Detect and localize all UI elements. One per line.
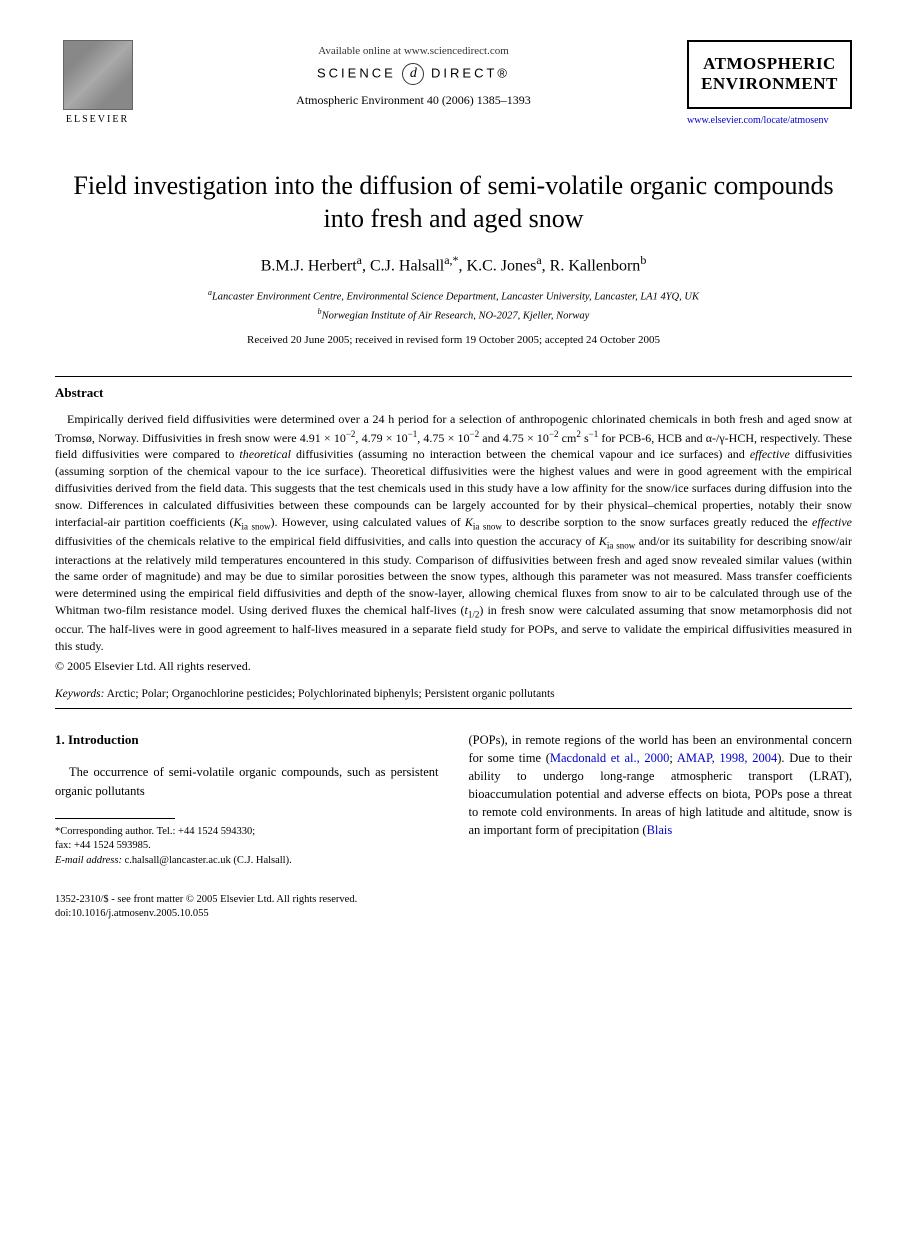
fax: fax: +44 1524 593985. (55, 839, 439, 854)
abstract-heading: Abstract (55, 385, 852, 401)
journal-url[interactable]: www.elsevier.com/locate/atmosenv (687, 115, 852, 126)
journal-reference: Atmospheric Environment 40 (2006) 1385–1… (140, 93, 687, 108)
journal-name-line1: ATMOSPHERIC (697, 54, 842, 74)
intro-paragraph-left: The occurrence of semi-volatile organic … (55, 763, 439, 799)
footer-info: 1352-2310/$ - see front matter © 2005 El… (55, 893, 852, 922)
divider-bottom (55, 708, 852, 709)
keywords: Keywords: Arctic; Polar; Organochlorine … (55, 688, 852, 700)
ref-amap[interactable]: AMAP, 1998, 2004 (677, 751, 777, 765)
copyright: © 2005 Elsevier Ltd. All rights reserved… (55, 659, 852, 674)
journal-name-line2: ENVIRONMENT (697, 74, 842, 94)
keywords-text: Arctic; Polar; Organochlorine pesticides… (107, 688, 555, 700)
ref-blais[interactable]: Blais (647, 823, 673, 837)
footnote-separator (55, 818, 175, 819)
sd-circle-icon: d (402, 63, 424, 85)
affiliation-b: bNorwegian Institute of Air Research, NO… (55, 306, 852, 324)
sd-left: SCIENCE (317, 65, 396, 80)
journal-box: ATMOSPHERIC ENVIRONMENT (687, 40, 852, 109)
center-header: Available online at www.sciencedirect.co… (140, 40, 687, 108)
available-online-text: Available online at www.sciencedirect.co… (140, 45, 687, 57)
article-title: Field investigation into the diffusion o… (55, 170, 852, 235)
publisher-name: ELSEVIER (66, 114, 129, 125)
affiliations: aLancaster Environment Centre, Environme… (55, 287, 852, 324)
header-row: ELSEVIER Available online at www.science… (55, 40, 852, 135)
publisher-logo: ELSEVIER (55, 40, 140, 135)
divider-top (55, 376, 852, 377)
authors: B.M.J. Herberta, C.J. Halsalla,*, K.C. J… (55, 253, 852, 275)
sciencedirect-logo: SCIENCE d DIRECT® (140, 63, 687, 85)
ref-macdonald[interactable]: Macdonald et al., 2000 (550, 751, 670, 765)
column-left: 1. Introduction The occurrence of semi-v… (55, 731, 439, 869)
abstract-body: Empirically derived field diffusivities … (55, 411, 852, 655)
footer-line1: 1352-2310/$ - see front matter © 2005 El… (55, 893, 852, 908)
footnote-block: *Corresponding author. Tel.: +44 1524 59… (55, 825, 439, 869)
section-1-heading: 1. Introduction (55, 731, 439, 750)
column-right: (POPs), in remote regions of the world h… (469, 731, 853, 869)
keywords-label: Keywords: (55, 688, 104, 700)
email-address[interactable]: c.halsall@lancaster.ac.uk (C.J. Halsall)… (125, 855, 292, 866)
body-columns: 1. Introduction The occurrence of semi-v… (55, 731, 852, 869)
corresponding-author: *Corresponding author. Tel.: +44 1524 59… (55, 825, 439, 840)
journal-box-container: ATMOSPHERIC ENVIRONMENT www.elsevier.com… (687, 40, 852, 126)
sd-right: DIRECT® (431, 65, 510, 80)
intro-paragraph-right: (POPs), in remote regions of the world h… (469, 731, 853, 840)
affiliation-a: aLancaster Environment Centre, Environme… (55, 287, 852, 305)
elsevier-tree-icon (63, 40, 133, 110)
article-dates: Received 20 June 2005; received in revis… (55, 334, 852, 346)
email-label: E-mail address: (55, 855, 122, 866)
footer-doi: doi:10.1016/j.atmosenv.2005.10.055 (55, 907, 852, 922)
email-line: E-mail address: c.halsall@lancaster.ac.u… (55, 854, 439, 869)
